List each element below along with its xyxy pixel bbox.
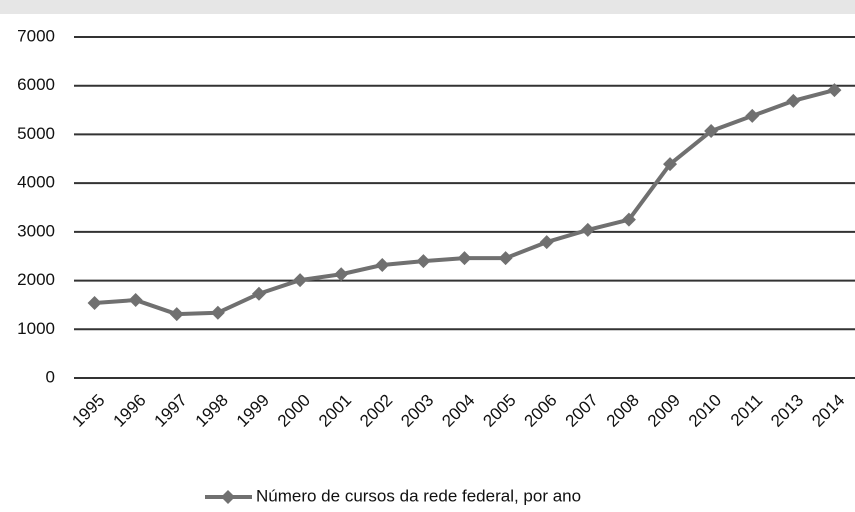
x-tick-label: 2014 xyxy=(808,391,848,431)
y-tick-label: 7000 xyxy=(17,26,55,45)
x-tick-label: 2002 xyxy=(356,391,396,431)
marker xyxy=(827,83,842,98)
marker xyxy=(704,124,719,139)
y-tick-label: 3000 xyxy=(17,221,55,240)
x-tick-label: 1998 xyxy=(192,391,232,431)
marker xyxy=(128,293,143,308)
marker xyxy=(251,286,266,301)
y-tick-label: 4000 xyxy=(17,173,55,192)
marker xyxy=(786,93,801,108)
marker xyxy=(293,273,308,288)
marker xyxy=(87,295,102,310)
marker xyxy=(457,251,472,266)
x-tick-label: 2008 xyxy=(603,391,643,431)
x-tick-label: 1997 xyxy=(151,391,191,431)
y-tick-label: 5000 xyxy=(17,124,55,143)
marker xyxy=(621,212,636,227)
x-tick-label: 1999 xyxy=(233,391,273,431)
y-tick-label: 6000 xyxy=(17,75,55,94)
x-tick-label: 1996 xyxy=(109,391,149,431)
marker xyxy=(416,254,431,269)
y-tick-label: 2000 xyxy=(17,270,55,289)
marker xyxy=(210,305,225,320)
top-bar xyxy=(0,0,855,14)
x-tick-label: 2007 xyxy=(562,391,602,431)
x-tick-label: 2000 xyxy=(274,391,314,431)
x-tick-label: 1995 xyxy=(68,391,108,431)
x-tick-label: 2003 xyxy=(397,391,437,431)
legend-marker xyxy=(221,490,235,504)
legend-label: Número de cursos da rede federal, por an… xyxy=(256,486,581,505)
x-tick-label: 2009 xyxy=(644,391,684,431)
x-tick-label: 2011 xyxy=(727,391,766,430)
marker xyxy=(580,222,595,237)
x-tick-label: 2001 xyxy=(315,391,355,431)
x-tick-label: 2005 xyxy=(479,391,519,431)
y-tick-label: 1000 xyxy=(17,319,55,338)
marker xyxy=(539,235,554,250)
marker xyxy=(169,307,184,322)
marker xyxy=(375,257,390,272)
marker xyxy=(334,267,349,282)
x-tick-label: 2013 xyxy=(767,391,807,431)
marker xyxy=(663,157,678,172)
marker xyxy=(498,251,513,266)
y-tick-label: 0 xyxy=(46,367,55,386)
x-tick-label: 2006 xyxy=(521,391,561,431)
x-tick-label: 2004 xyxy=(438,391,478,431)
marker xyxy=(745,108,760,123)
x-tick-label: 2010 xyxy=(685,391,725,431)
